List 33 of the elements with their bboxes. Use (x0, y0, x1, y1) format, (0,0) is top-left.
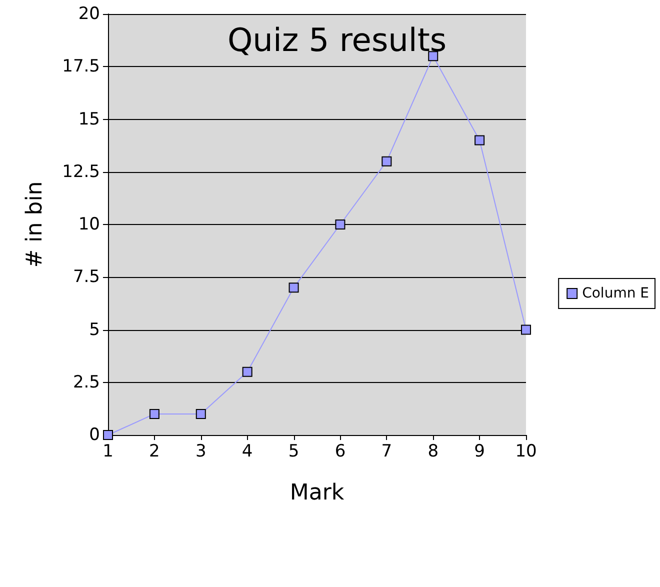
point (428, 51, 438, 62)
point (382, 156, 392, 166)
point (242, 366, 252, 377)
point (196, 408, 206, 419)
x-tick-label: 7 (381, 442, 392, 462)
point (149, 408, 160, 419)
point (335, 220, 346, 230)
legend-label: Column E (582, 286, 650, 302)
point (521, 324, 531, 335)
x-tick-label: 1 (102, 442, 114, 462)
x-tick-label: 10 (515, 442, 537, 462)
x-tick-label: 2 (149, 442, 160, 462)
y-tick-label: 10 (78, 214, 100, 234)
point (103, 430, 113, 440)
chart-title: Quiz 5 results (227, 21, 447, 59)
point (474, 135, 485, 146)
y-tick-label: 2.5 (72, 372, 100, 392)
y-tick-label: 17.5 (62, 56, 100, 77)
x-tick-label: 6 (334, 442, 346, 462)
x-tick-label: 9 (474, 442, 485, 462)
y-tick-label: 15 (78, 109, 100, 130)
y-tick-label: 20 (78, 4, 100, 24)
point (288, 282, 299, 293)
x-axis-title: Mark (290, 480, 344, 506)
y-tick-label: 7.5 (72, 267, 100, 288)
x-tick-label: 8 (428, 442, 439, 462)
y-tick-label: 0 (89, 425, 100, 445)
x-tick-label: 3 (195, 442, 206, 462)
y-tick-label: 12.5 (62, 162, 100, 182)
y-tick-label: 5 (89, 320, 100, 340)
x-tick-label: 5 (288, 442, 300, 462)
y-axis-title: # in bin (22, 181, 48, 268)
x-tick-label: 4 (242, 442, 253, 462)
